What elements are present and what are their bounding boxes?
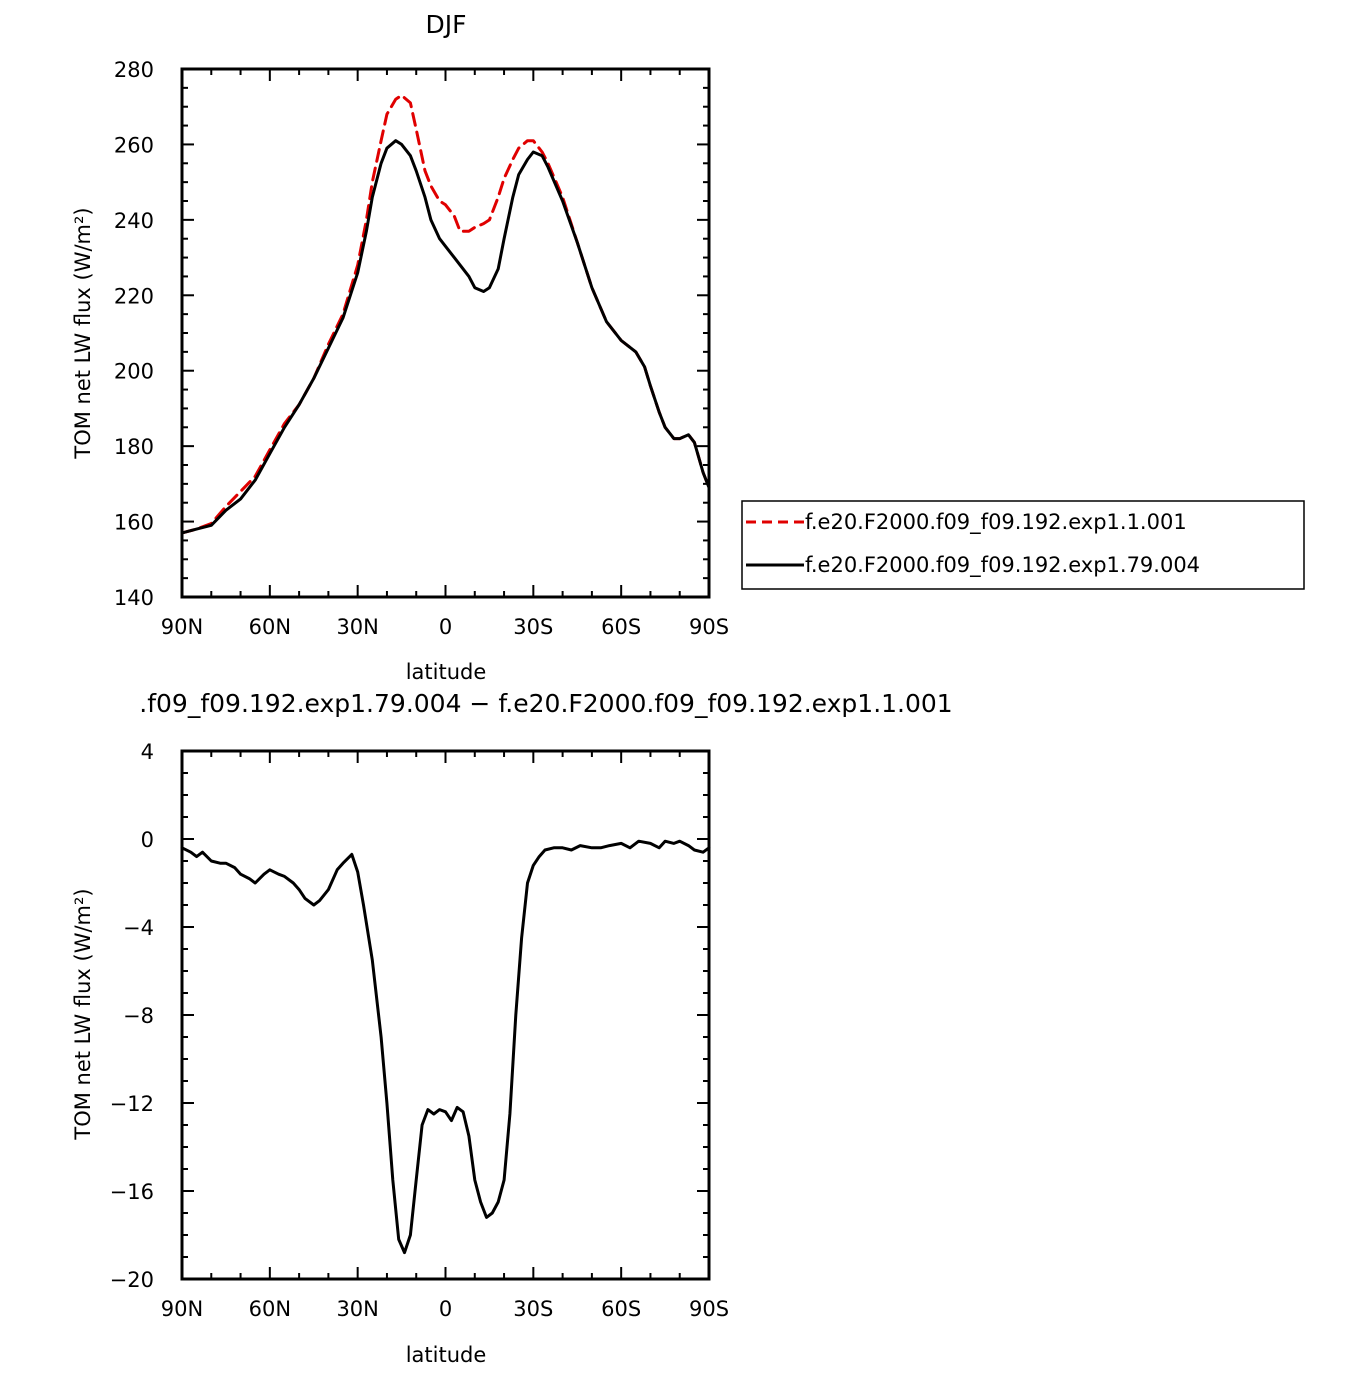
top-x-axis-title: latitude xyxy=(406,660,487,684)
legend-label-1: f.e20.F2000.f09_f09.192.exp1.1.001 xyxy=(805,510,1187,535)
x-tick-label: 30S xyxy=(513,615,553,639)
y-tick-label: −8 xyxy=(123,1004,154,1028)
series-line-solid-black-panel1 xyxy=(180,839,711,1255)
bottom-panel: .f09_f09.192.exp1.79.004 − f.e20.F2000.f… xyxy=(71,689,953,1367)
x-tick-label: 90S xyxy=(689,615,729,639)
top-chart-title: DJF xyxy=(425,10,466,39)
y-tick-label: 160 xyxy=(114,511,154,535)
y-tick-label: −20 xyxy=(110,1268,154,1292)
y-tick-label: −12 xyxy=(110,1092,154,1116)
x-tick-label: 60N xyxy=(249,1297,291,1321)
bottom-plot-frame xyxy=(180,749,711,1281)
x-tick-label: 90N xyxy=(161,615,203,639)
bottom-x-axis-title: latitude xyxy=(406,1343,487,1367)
y-tick-label: −4 xyxy=(123,916,154,940)
top-plot-frame xyxy=(180,67,711,599)
y-tick-label: 260 xyxy=(114,133,154,157)
y-tick-label: 240 xyxy=(114,209,154,233)
series-line-solid-black-panel0 xyxy=(180,139,711,535)
y-tick-label: 4 xyxy=(141,740,154,764)
x-tick-label: 90N xyxy=(161,1297,203,1321)
y-tick-label: 220 xyxy=(114,284,154,308)
bottom-chart-title: .f09_f09.192.exp1.79.004 − f.e20.F2000.f… xyxy=(139,689,952,718)
x-tick-label: 30S xyxy=(513,1297,553,1321)
legend-label-2: f.e20.F2000.f09_f09.192.exp1.79.004 xyxy=(805,553,1200,578)
y-tick-label: −16 xyxy=(110,1180,154,1204)
x-tick-label: 30N xyxy=(336,615,378,639)
y-tick-label: 0 xyxy=(141,828,154,852)
top-panel: DJF 90N 60N 30N 0 30S 60S 90S 140 160 180 200 220 24… xyxy=(71,10,1305,684)
x-tick-label: 0 xyxy=(439,1297,452,1321)
legend-box xyxy=(741,500,1305,590)
x-tick-label: 60S xyxy=(601,1297,641,1321)
legend: f.e20.F2000.f09_f09.192.exp1.1.001 f.e20… xyxy=(741,500,1305,590)
x-tick-label: 60N xyxy=(249,615,291,639)
x-tick-label: 0 xyxy=(439,615,452,639)
x-tick-label: 30N xyxy=(336,1297,378,1321)
y-tick-label: 140 xyxy=(114,586,154,610)
y-tick-label: 200 xyxy=(114,360,154,384)
x-tick-label: 90S xyxy=(689,1297,729,1321)
y-tick-label: 280 xyxy=(114,58,154,82)
bottom-y-axis-title: TOM net LW flux (W/m²) xyxy=(71,888,95,1140)
top-y-axis-title: TOM net LW flux (W/m²) xyxy=(71,207,95,459)
y-tick-label: 180 xyxy=(114,435,154,459)
x-tick-label: 60S xyxy=(601,615,641,639)
